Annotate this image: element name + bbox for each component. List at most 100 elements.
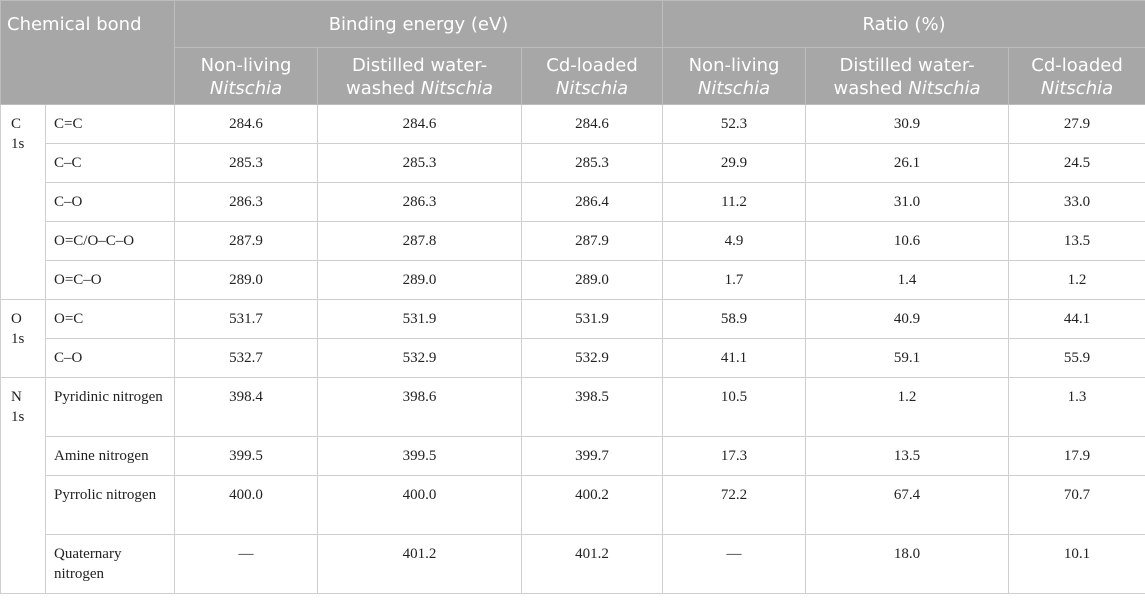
value-cell: 287.9 [521, 221, 664, 261]
value-cell: 399.7 [521, 436, 664, 476]
value-cell: 10.5 [662, 377, 807, 437]
table-body: C 1s C=C 284.6 284.6 284.6 52.3 30.9 27.9… [0, 104, 1145, 594]
subheader-distilled-ratio: Distilled water-washed Nitschia [805, 47, 1010, 105]
value-cell: 4.9 [662, 221, 807, 261]
header-binding-energy: Binding energy (eV) [174, 0, 664, 48]
value-cell: 399.5 [174, 436, 319, 476]
value-cell: 33.0 [1008, 182, 1145, 222]
value-cell: 18.0 [805, 534, 1010, 594]
value-cell: 13.5 [1008, 221, 1145, 261]
subheader-cd-loaded-energy: Cd-loaded Nitschia [521, 47, 664, 105]
value-cell: 400.2 [521, 475, 664, 535]
value-cell: 17.9 [1008, 436, 1145, 476]
table-row: O=C–O 289.0 289.0 289.0 1.7 1.4 1.2 [1, 260, 1145, 300]
table-row: C–O 286.3 286.3 286.4 11.2 31.0 33.0 [1, 182, 1145, 222]
bond-cell: Amine nitrogen [44, 436, 176, 476]
value-cell: 27.9 [1008, 104, 1145, 144]
value-cell: 1.2 [805, 377, 1010, 437]
bond-cell: C–O [44, 182, 176, 222]
value-cell: 55.9 [1008, 338, 1145, 378]
value-cell: 1.3 [1008, 377, 1145, 437]
value-cell: 59.1 [805, 338, 1010, 378]
value-cell: 285.3 [317, 143, 523, 183]
table-row: C–C 285.3 285.3 285.3 29.9 26.1 24.5 [1, 143, 1145, 183]
header-chemical-bond: Chemical bond [0, 0, 176, 105]
value-cell: 10.1 [1008, 534, 1145, 594]
bond-cell: Quaternary nitrogen [44, 534, 176, 594]
value-cell: 284.6 [317, 104, 523, 144]
value-cell: 401.2 [521, 534, 664, 594]
value-cell: 401.2 [317, 534, 523, 594]
group-label-c1s: C 1s [0, 104, 46, 300]
value-cell: 398.4 [174, 377, 319, 437]
value-cell: 398.6 [317, 377, 523, 437]
value-cell: 70.7 [1008, 475, 1145, 535]
value-cell: 399.5 [317, 436, 523, 476]
table-row: Amine nitrogen 399.5 399.5 399.7 17.3 13… [1, 436, 1145, 476]
table-row: Pyrrolic nitrogen 400.0 400.0 400.2 72.2… [1, 475, 1145, 535]
value-cell: 400.0 [174, 475, 319, 535]
value-cell: 40.9 [805, 299, 1010, 339]
value-cell: 58.9 [662, 299, 807, 339]
subheader-non-living-ratio: Non-living Nitschia [662, 47, 807, 105]
header-ratio: Ratio (%) [662, 0, 1145, 48]
value-cell: 531.7 [174, 299, 319, 339]
value-cell: 1.4 [805, 260, 1010, 300]
value-cell: 30.9 [805, 104, 1010, 144]
table-row: C–O 532.7 532.9 532.9 41.1 59.1 55.9 [1, 338, 1145, 378]
value-cell: 24.5 [1008, 143, 1145, 183]
value-cell: 398.5 [521, 377, 664, 437]
value-cell: 287.8 [317, 221, 523, 261]
value-cell: 41.1 [662, 338, 807, 378]
table-row: O=C/O–C–O 287.9 287.8 287.9 4.9 10.6 13.… [1, 221, 1145, 261]
value-cell: 26.1 [805, 143, 1010, 183]
bond-cell: O=C/O–C–O [44, 221, 176, 261]
table-row: C 1s C=C 284.6 284.6 284.6 52.3 30.9 27.9 [0, 104, 1145, 300]
value-cell: 532.9 [317, 338, 523, 378]
value-cell: 1.7 [662, 260, 807, 300]
bond-cell: Pyrrolic nitrogen [44, 475, 176, 535]
value-cell: 29.9 [662, 143, 807, 183]
value-cell: 44.1 [1008, 299, 1145, 339]
value-cell: — [174, 534, 319, 594]
value-cell: 13.5 [805, 436, 1010, 476]
bond-cell: C–O [44, 338, 176, 378]
group-label-n1s: N 1s [0, 377, 46, 594]
value-cell: 11.2 [662, 182, 807, 222]
bond-cell: C–C [44, 143, 176, 183]
value-cell: 532.7 [174, 338, 319, 378]
value-cell: 286.3 [317, 182, 523, 222]
value-cell: 531.9 [317, 299, 523, 339]
value-cell: 286.3 [174, 182, 319, 222]
value-cell: 72.2 [662, 475, 807, 535]
table-row: Quaternary nitrogen — 401.2 401.2 — 18.0… [1, 534, 1145, 594]
value-cell: — [662, 534, 807, 594]
value-cell: 289.0 [317, 260, 523, 300]
bond-cell: Pyridinic nitrogen [44, 377, 176, 437]
value-cell: 286.4 [521, 182, 664, 222]
value-cell: 1.2 [1008, 260, 1145, 300]
value-cell: 67.4 [805, 475, 1010, 535]
value-cell: 284.6 [174, 104, 319, 144]
table-row: N 1s Pyridinic nitrogen 398.4 398.6 398.5… [0, 377, 1145, 594]
bond-cell: O=C [44, 299, 176, 339]
bond-cell: C=C [44, 104, 176, 144]
value-cell: 289.0 [521, 260, 664, 300]
value-cell: 52.3 [662, 104, 807, 144]
subheader-cd-loaded-ratio: Cd-loaded Nitschia [1008, 47, 1145, 105]
group-label-o1s: O 1s [0, 299, 46, 378]
value-cell: 285.3 [174, 143, 319, 183]
value-cell: 532.9 [521, 338, 664, 378]
value-cell: 400.0 [317, 475, 523, 535]
value-cell: 287.9 [174, 221, 319, 261]
value-cell: 284.6 [521, 104, 664, 144]
value-cell: 285.3 [521, 143, 664, 183]
bond-cell: O=C–O [44, 260, 176, 300]
value-cell: 10.6 [805, 221, 1010, 261]
subheader-distilled-energy: Distilled water-washed Nitschia [317, 47, 523, 105]
subheader-non-living-energy: Non-living Nitschia [174, 47, 319, 105]
value-cell: 31.0 [805, 182, 1010, 222]
value-cell: 531.9 [521, 299, 664, 339]
table-row: O 1s O=C 531.7 531.9 531.9 58.9 40.9 44.1 [0, 299, 1145, 378]
